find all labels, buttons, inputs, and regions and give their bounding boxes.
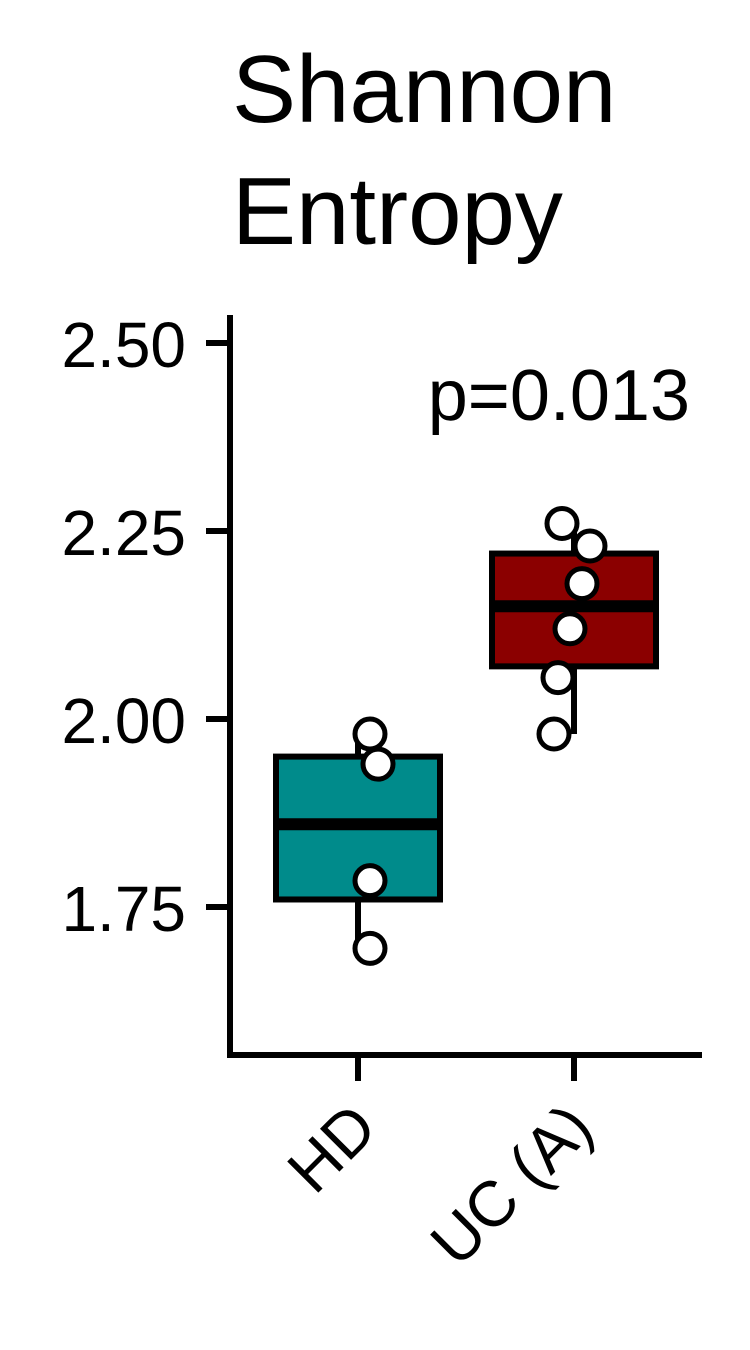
- data-point: [352, 716, 388, 752]
- data-point: [544, 505, 580, 541]
- data-point: [540, 660, 576, 696]
- boxes: [273, 523, 659, 953]
- data-point: [352, 863, 388, 899]
- data-point: [360, 746, 396, 782]
- data-points: [352, 505, 608, 966]
- data-point: [352, 930, 388, 966]
- x-tick-label: UC (A): [417, 1090, 606, 1279]
- p-value-annotation: p=0.013: [428, 356, 690, 436]
- y-tick-label: 2.50: [61, 309, 186, 381]
- data-point: [572, 528, 608, 564]
- y-tick-label: 2.00: [61, 685, 186, 757]
- y-tick-label: 2.25: [61, 497, 186, 569]
- data-point: [552, 611, 588, 647]
- data-point: [564, 566, 600, 602]
- chart-title-line-1: Shannon: [232, 36, 617, 143]
- chart-title-line-2: Entropy: [232, 158, 563, 265]
- box-2: [489, 523, 659, 735]
- data-point: [536, 716, 572, 752]
- x-tick-label: HD: [274, 1090, 390, 1206]
- box-1: [273, 734, 443, 953]
- y-tick-label: 1.75: [61, 873, 186, 945]
